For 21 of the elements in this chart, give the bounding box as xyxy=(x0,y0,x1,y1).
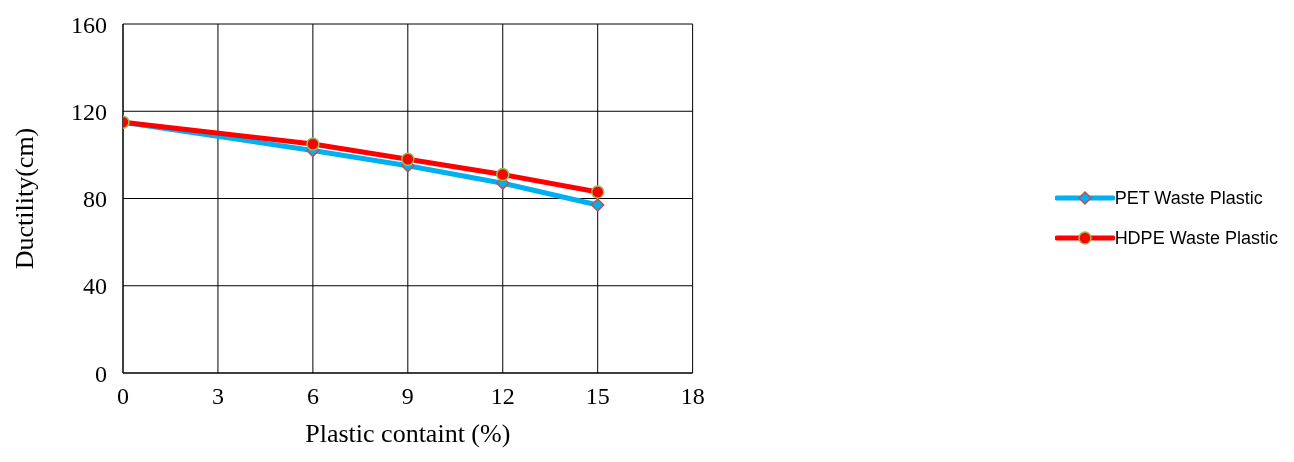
point xyxy=(306,137,320,151)
point xyxy=(590,198,605,212)
x-tick-label: 15 xyxy=(585,383,610,410)
x-tick-label: 3 xyxy=(211,383,224,410)
x-axis-title: Plastic containt (%) xyxy=(305,419,511,448)
y-tick-label: 80 xyxy=(83,186,107,213)
y-tick-label: 40 xyxy=(83,273,107,300)
x-tick-label: 18 xyxy=(680,383,705,410)
point xyxy=(590,185,605,199)
y-tick-label: 160 xyxy=(71,11,107,38)
y-axis-title: Ductility(cm) xyxy=(10,127,40,270)
legend-label: HDPE Waste Plastic xyxy=(1114,227,1278,249)
legend-label: PET Waste Plastic xyxy=(1114,187,1263,209)
y-tick-label: 120 xyxy=(71,98,107,125)
y-tick-label: 0 xyxy=(95,360,107,387)
x-tick-label: 6 xyxy=(306,383,319,410)
point xyxy=(401,152,415,166)
x-tick-label: 12 xyxy=(490,383,515,410)
x-tick-label: 0 xyxy=(117,383,129,410)
x-tick-label: 9 xyxy=(401,383,414,410)
point xyxy=(496,167,510,182)
